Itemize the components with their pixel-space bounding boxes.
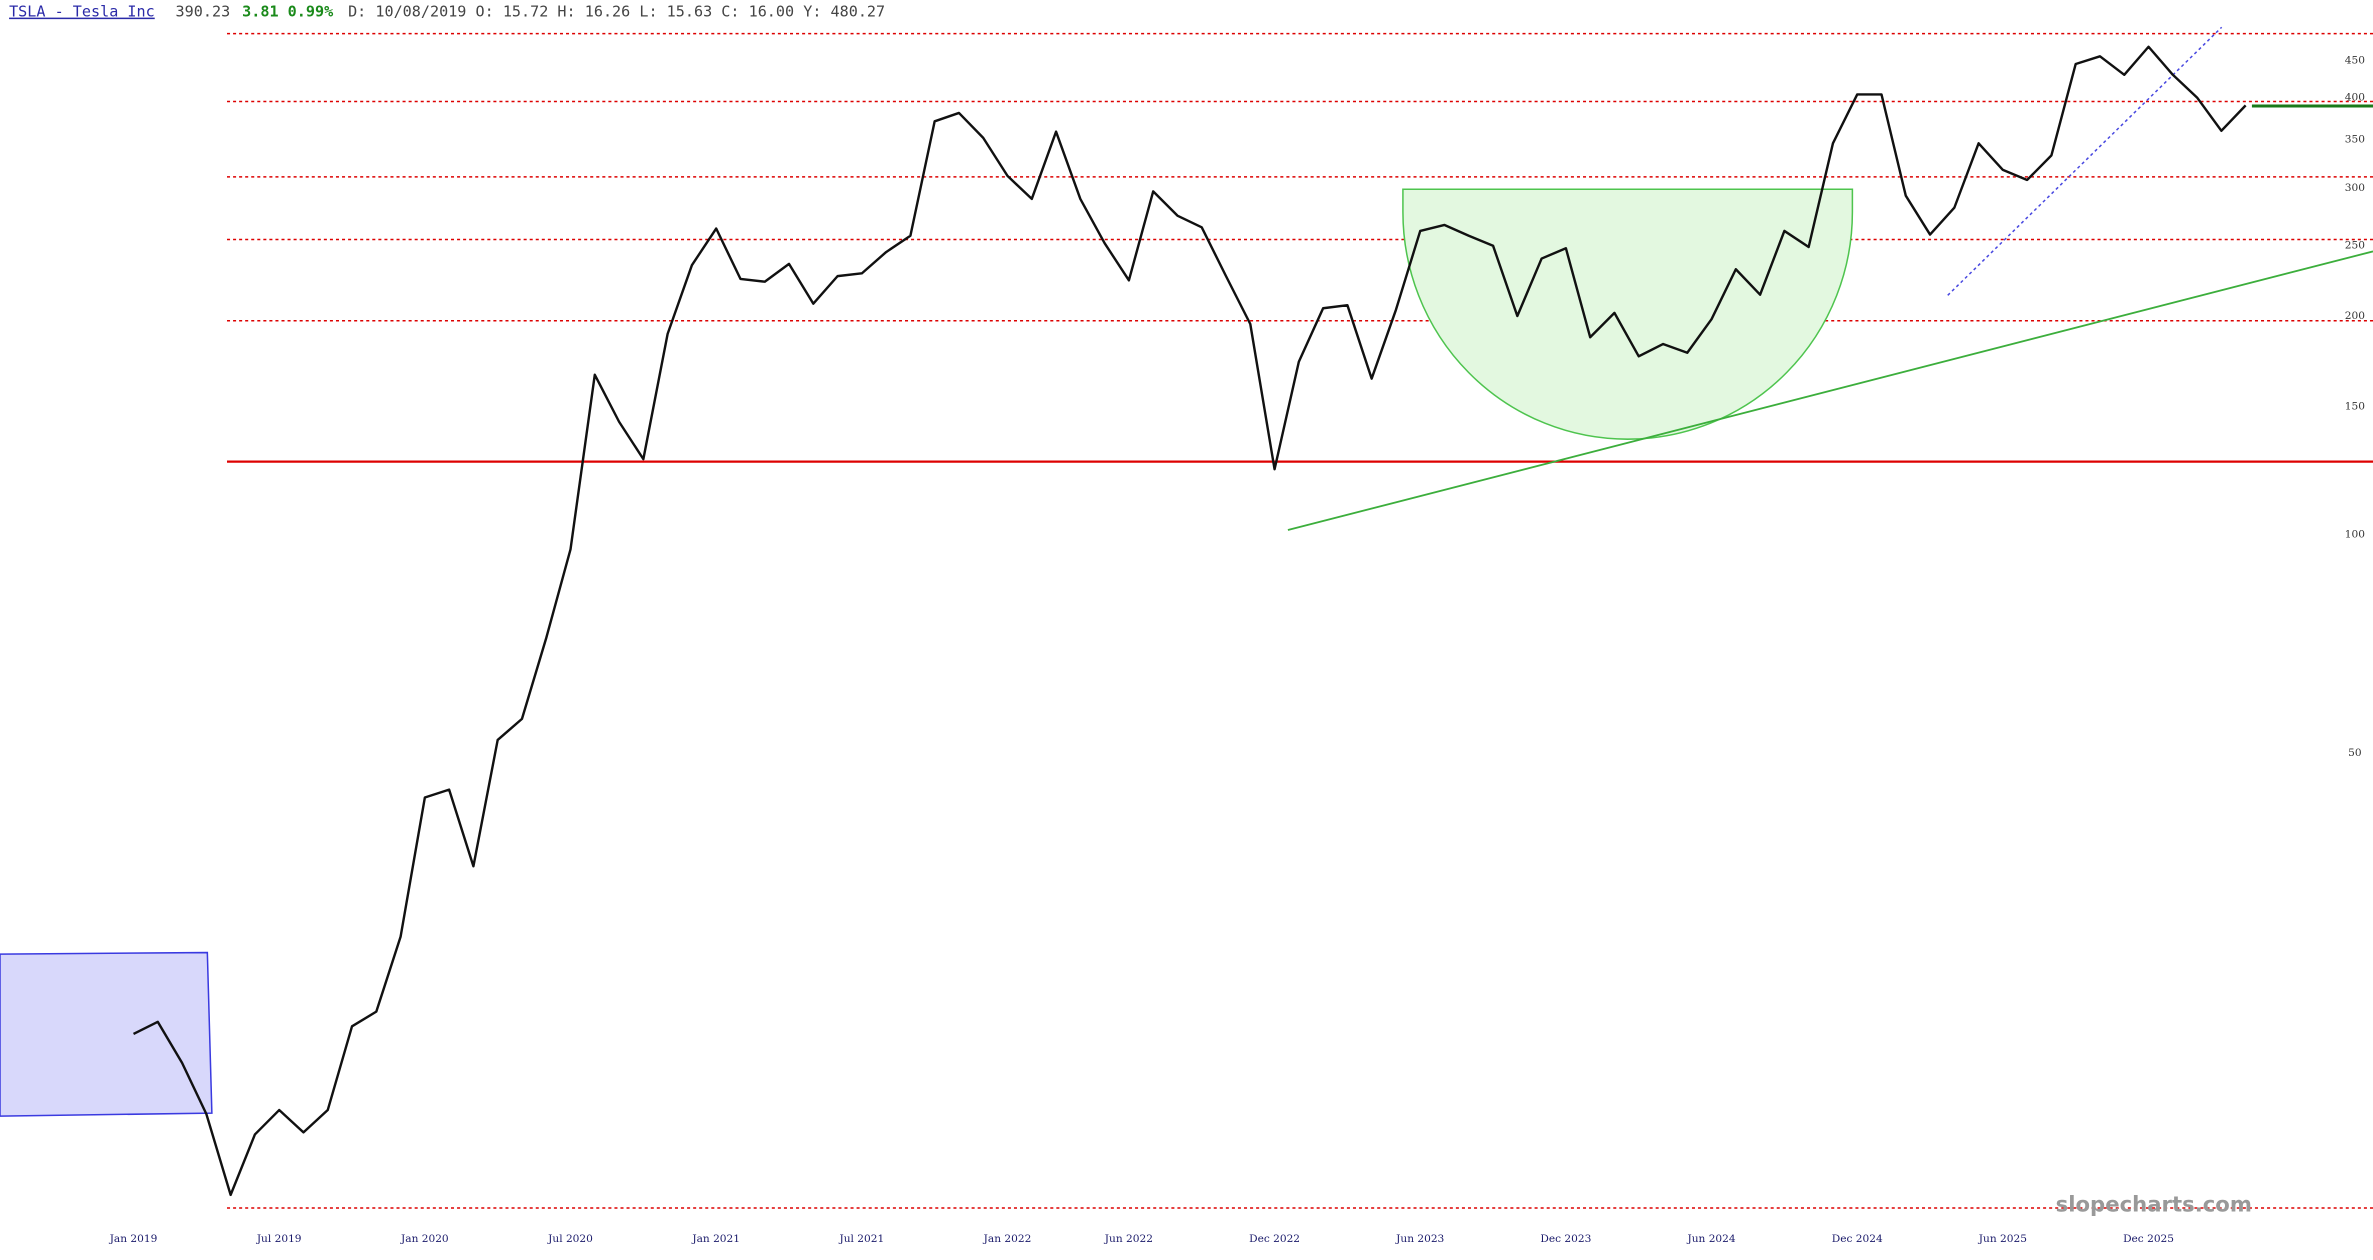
price-line — [132, 45, 2247, 1197]
x-tick-label: Dec 2024 — [1832, 1233, 1883, 1245]
trend-line — [1287, 250, 2373, 531]
y-tick-label: 450 — [2345, 54, 2365, 66]
x-tick-label: Jun 2025 — [1978, 1233, 2027, 1245]
x-tick-label: Dec 2025 — [2123, 1233, 2174, 1245]
x-tick-label: Jan 2020 — [400, 1233, 449, 1245]
x-tick-label: Dec 2023 — [1540, 1233, 1591, 1245]
x-tick-label: Jan 2021 — [691, 1233, 740, 1245]
cup-pattern — [1402, 188, 1854, 440]
x-tick-label: Jan 2022 — [983, 1233, 1032, 1245]
y-tick-label: 350 — [2345, 134, 2365, 146]
y-tick-label: 400 — [2345, 92, 2365, 104]
y-tick-label: 200 — [2345, 310, 2365, 322]
trend-line — [1947, 26, 2223, 296]
y-tick-label: 150 — [2345, 401, 2365, 413]
y-tick-label: 100 — [2345, 528, 2365, 540]
header-symbol[interactable]: TSLA - Tesla Inc — [9, 3, 155, 21]
x-tick-label: Jul 2019 — [256, 1233, 302, 1245]
header-ohlc: D: 10/08/2019 O: 15.72 H: 16.26 L: 15.63… — [348, 3, 885, 21]
header-change: 3.81 0.99% — [242, 3, 333, 21]
header-last: 390.23 — [176, 3, 231, 21]
y-tick-label: 250 — [2345, 240, 2365, 252]
x-tick-label: Jun 2022 — [1104, 1233, 1153, 1245]
range-box — [0, 951, 213, 1117]
watermark: slopecharts.com — [2056, 1191, 2252, 1216]
y-tick-label: 300 — [2345, 182, 2365, 194]
y-tick-label: 50 — [2348, 747, 2362, 759]
x-tick-label: Jun 2024 — [1686, 1233, 1735, 1245]
x-tick-label: Jun 2023 — [1395, 1233, 1444, 1245]
x-tick-label: Jul 2021 — [838, 1233, 884, 1245]
x-tick-label: Jul 2020 — [547, 1233, 593, 1245]
x-tick-label: Jan 2019 — [109, 1233, 158, 1245]
x-tick-label: Dec 2022 — [1249, 1233, 1300, 1245]
